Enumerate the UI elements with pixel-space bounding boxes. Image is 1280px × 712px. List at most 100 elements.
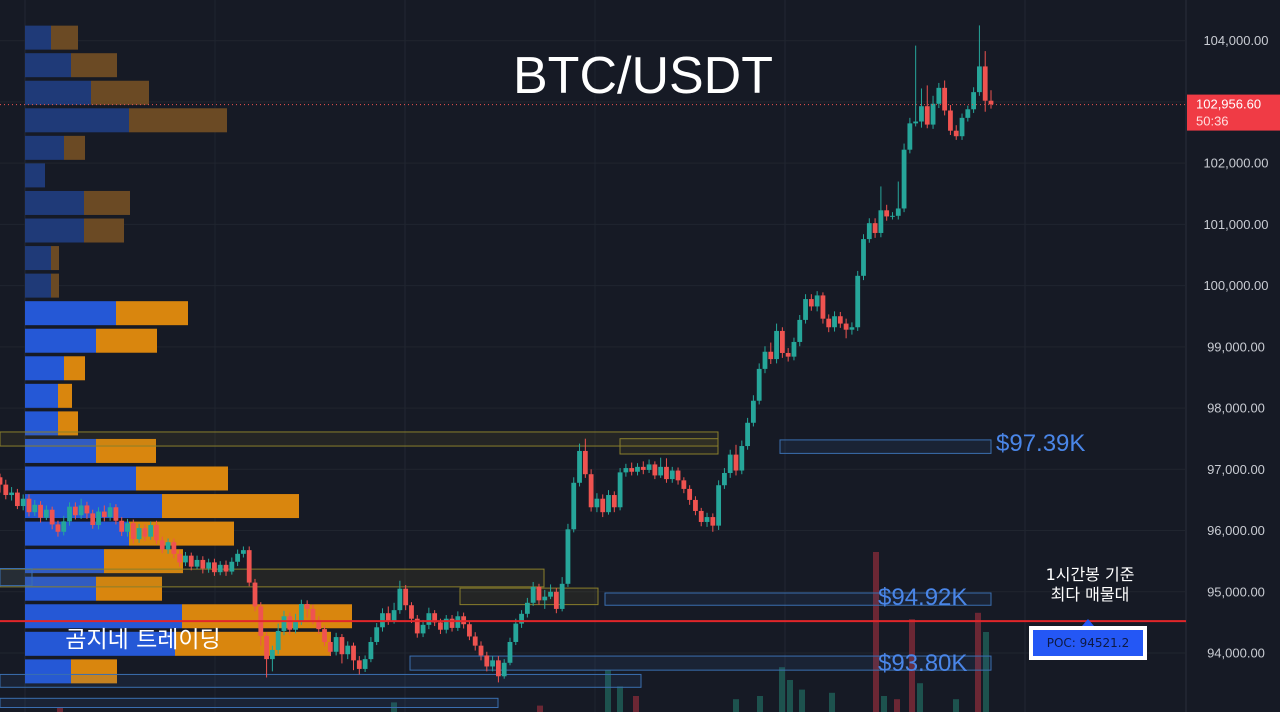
volume-profile-buy [25,604,182,629]
candle-body [785,352,791,357]
candle-body [652,464,658,476]
candle-body [130,523,136,540]
candle-body [907,123,913,150]
price-tick-label: 96,000.00 [1207,523,1265,538]
grid [0,0,1187,712]
candle-body [43,509,49,518]
candle-body [206,562,212,569]
candle-body [333,637,339,652]
candle-body [316,619,322,630]
candle-body [304,604,310,609]
price-lines: $97.39K $94.92K $93.80K [0,104,1186,677]
candle-body [136,528,142,540]
volume-profile-buy [25,301,116,326]
candle-body [449,618,455,628]
candle-body [861,239,866,276]
candle-body [895,208,901,216]
candle-body [942,87,948,111]
volume-profile-buy [25,328,96,353]
candle-body [507,641,513,663]
candle-body [391,610,397,621]
candle-body [67,506,72,522]
candle-body [322,629,327,642]
candle-body [890,215,895,217]
candle-body [635,466,640,472]
candle-body [432,613,438,623]
volume-bar [975,612,981,712]
price-tick-label: 104,000.00 [1203,33,1268,48]
candle-body [716,485,722,526]
candle-body [374,627,380,642]
candle-body [339,637,345,655]
candle-body [96,511,101,526]
level-zone [459,587,599,606]
volume-profile-buy [25,190,84,215]
poc-note: 1시간봉 기준 최다 매물대 [1010,565,1170,605]
candle-body [924,106,930,125]
volume-bar [757,696,763,712]
candle-body [977,66,982,93]
candle-body [664,466,669,480]
candle-body [542,596,548,601]
candle-body [617,472,623,508]
candle-body [327,641,333,652]
candle-body [640,466,646,470]
candle-body [0,477,3,485]
poc-arrow-icon [1082,619,1094,626]
candle-body [235,553,241,562]
volume-bar [983,632,989,712]
candle-body [936,87,942,104]
candle-body [519,613,524,624]
candle-body [490,660,496,667]
volume-profile-buy [25,25,51,50]
price-axis[interactable]: 104,000.00103,000.00102,000.00101,000.00… [1187,33,1280,661]
candle-body [183,555,188,563]
volume-bar [873,552,879,712]
candle-body [913,121,919,124]
candle-body [171,542,177,554]
candle-body [727,454,733,473]
volume-profile [25,25,352,684]
volume-bar [799,689,805,712]
candle-body [623,468,629,473]
volume-profile-sell [58,383,72,408]
candle-body [78,505,84,516]
candle-body [119,520,125,532]
candle-body [217,564,223,573]
candle-body [588,474,594,508]
level-label: $97.39K [996,430,1085,457]
candle-body [443,618,449,630]
candle-body [55,524,61,532]
candle-body [826,318,832,328]
volume-profile-sell [162,494,299,519]
candle-body [49,509,55,525]
candle-body [275,630,281,650]
volume-profile-sell [51,25,78,50]
volume-profile-sell [116,301,188,326]
candle-body [38,504,43,518]
candle-body [229,561,235,572]
volume-profile-buy [25,218,84,243]
volume-profile-buy [25,521,129,546]
volume-bar [633,696,639,712]
candle-body [264,635,269,660]
candle-body [930,103,936,125]
candle-body [159,540,165,550]
candle-body [820,295,826,319]
volume-profile-buy [25,466,136,491]
candle-body [704,517,710,522]
candle-body [524,602,530,614]
price-tick-label: 100,000.00 [1203,278,1268,293]
level-zone [779,439,992,454]
candle-body [849,327,855,330]
volume-profile-sell [96,328,157,353]
volume-profile-buy [25,53,71,78]
volume-bar [787,680,793,712]
volume-bar [779,667,785,712]
volume-profile-sell [71,53,117,78]
candle-body [351,645,356,661]
volume-profile-sell [129,108,227,133]
candle-body [669,470,675,480]
candle-body [32,504,38,513]
